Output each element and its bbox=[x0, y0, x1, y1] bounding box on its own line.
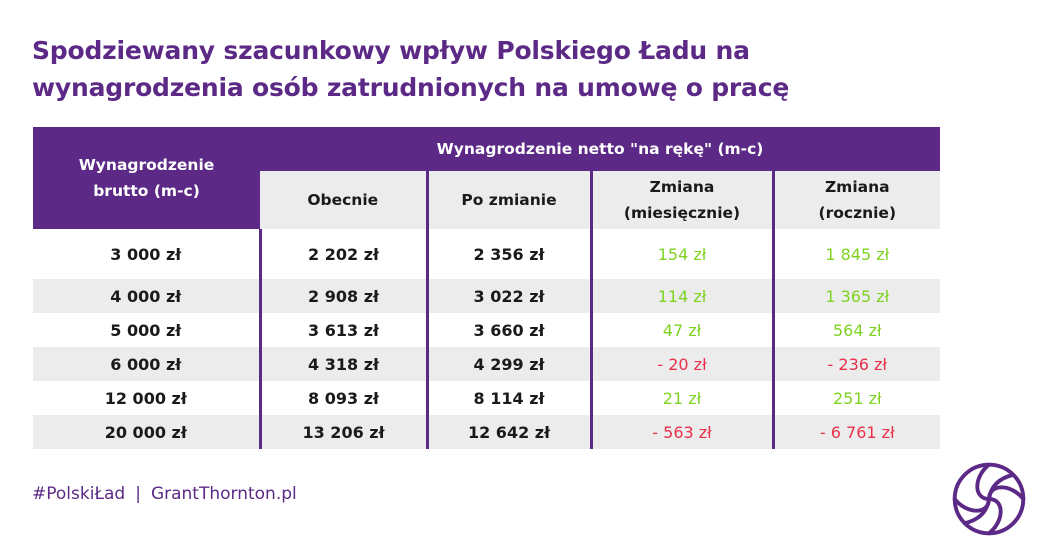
footer: #PolskiŁad | GrantThornton.pl bbox=[32, 484, 297, 504]
cell-zmiana-miesiecznie: 114 zł bbox=[589, 279, 773, 313]
cell-po-zmianie: 12 642 zł bbox=[425, 415, 591, 449]
cell-zmiana-miesiecznie: - 563 zł bbox=[589, 415, 773, 449]
cell-po-zmianie: 3 660 zł bbox=[425, 313, 591, 347]
cell-obecnie: 13 206 zł bbox=[260, 415, 427, 449]
cell-po-zmianie: 2 356 zł bbox=[425, 229, 591, 279]
cell-zmiana-rocznie: - 236 zł bbox=[771, 347, 941, 381]
cell-zmiana-rocznie: 1 365 zł bbox=[771, 279, 941, 313]
cell-obecnie: 2 908 zł bbox=[260, 279, 427, 313]
cell-zmiana-rocznie: 1 845 zł bbox=[771, 229, 941, 279]
header-zmiana-rocznie-line-1: Zmiana bbox=[824, 178, 890, 196]
page-title-line-2: wynagrodzenia osób zatrudnionych na umow… bbox=[32, 73, 790, 102]
table-row: 20 000 zł 13 206 zł 12 642 zł - 563 zł -… bbox=[33, 415, 941, 449]
header-brutto-line-1: Wynagrodzenie bbox=[78, 156, 215, 174]
header-brutto-line-2: brutto (m-c) bbox=[93, 182, 200, 200]
cell-brutto: 20 000 zł bbox=[33, 415, 262, 449]
header-zmiana-miesiecznie-line-2: (miesięcznie) bbox=[623, 204, 741, 222]
cell-po-zmianie: 4 299 zł bbox=[425, 347, 591, 381]
cell-po-zmianie: 8 114 zł bbox=[425, 381, 591, 415]
header-zmiana-rocznie-line-2: (rocznie) bbox=[818, 204, 897, 222]
salary-impact-table: Wynagrodzenie brutto (m-c) Wynagrodzenie… bbox=[33, 127, 941, 449]
cell-zmiana-rocznie: 251 zł bbox=[771, 381, 941, 415]
cell-obecnie: 2 202 zł bbox=[260, 229, 427, 279]
cell-brutto: 4 000 zł bbox=[33, 279, 262, 313]
table-row: 12 000 zł 8 093 zł 8 114 zł 21 zł 251 zł bbox=[33, 381, 941, 415]
cell-brutto: 3 000 zł bbox=[33, 229, 262, 279]
cell-zmiana-miesiecznie: - 20 zł bbox=[589, 347, 773, 381]
page-title: Spodziewany szacunkowy wpływ Polskiego Ł… bbox=[32, 32, 932, 106]
cell-po-zmianie: 3 022 zł bbox=[425, 279, 591, 313]
table-row: 4 000 zł 2 908 zł 3 022 zł 114 zł 1 365 … bbox=[33, 279, 941, 313]
hashtag-link[interactable]: #PolskiŁad bbox=[32, 484, 126, 504]
website-link[interactable]: GrantThornton.pl bbox=[150, 484, 297, 504]
cell-obecnie: 8 093 zł bbox=[260, 381, 427, 415]
header-zmiana-miesiecznie-line-1: Zmiana bbox=[649, 178, 715, 196]
cell-zmiana-rocznie: 564 zł bbox=[771, 313, 941, 347]
cell-zmiana-miesiecznie: 21 zł bbox=[589, 381, 773, 415]
cell-obecnie: 3 613 zł bbox=[260, 313, 427, 347]
table-row: 5 000 zł 3 613 zł 3 660 zł 47 zł 564 zł bbox=[33, 313, 941, 347]
header-netto: Wynagrodzenie netto "na rękę" (m-c) bbox=[260, 127, 941, 171]
header-zmiana-rocznie: Zmiana (rocznie) bbox=[771, 171, 941, 229]
header-zmiana-miesiecznie: Zmiana (miesięcznie) bbox=[589, 171, 773, 229]
footer-separator: | bbox=[135, 484, 141, 504]
cell-brutto: 5 000 zł bbox=[33, 313, 262, 347]
cell-obecnie: 4 318 zł bbox=[260, 347, 427, 381]
grant-thornton-logo-icon bbox=[952, 462, 1026, 536]
table-row: 3 000 zł 2 202 zł 2 356 zł 154 zł 1 845 … bbox=[33, 229, 941, 279]
cell-zmiana-miesiecznie: 154 zł bbox=[589, 229, 773, 279]
page-title-line-1: Spodziewany szacunkowy wpływ Polskiego Ł… bbox=[32, 36, 750, 65]
header-po-zmianie: Po zmianie bbox=[425, 171, 591, 229]
cell-brutto: 6 000 zł bbox=[33, 347, 262, 381]
header-brutto: Wynagrodzenie brutto (m-c) bbox=[33, 127, 260, 229]
header-obecnie: Obecnie bbox=[260, 171, 427, 229]
cell-zmiana-rocznie: - 6 761 zł bbox=[771, 415, 941, 449]
cell-zmiana-miesiecznie: 47 zł bbox=[589, 313, 773, 347]
table-row: 6 000 zł 4 318 zł 4 299 zł - 20 zł - 236… bbox=[33, 347, 941, 381]
cell-brutto: 12 000 zł bbox=[33, 381, 262, 415]
